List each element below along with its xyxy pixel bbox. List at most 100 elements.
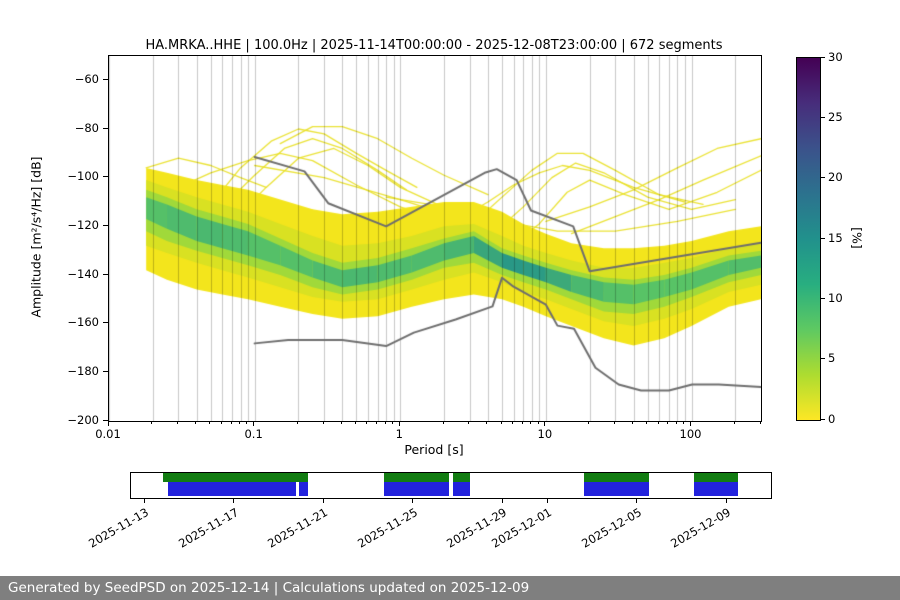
x-minor-tick-mark	[657, 421, 659, 424]
x-minor-tick-mark	[220, 421, 222, 424]
x-minor-tick-mark	[500, 421, 502, 424]
x-minor-tick-mark	[230, 421, 232, 424]
timeline-green-segment	[584, 473, 650, 482]
timeline-tick-mark	[322, 499, 324, 503]
colorbar-tick-label: 5	[828, 351, 836, 366]
x-minor-tick-mark	[521, 421, 523, 424]
colorbar-tick-mark	[821, 237, 825, 239]
colorbar-tick-mark	[821, 297, 825, 299]
x-tick-mark	[544, 421, 546, 426]
y-tick-mark	[103, 78, 108, 80]
colorbar-tick-label: 30	[828, 49, 843, 64]
x-minor-tick-mark	[675, 421, 677, 424]
x-tick-label: 100	[679, 427, 702, 441]
timeline-green-segment	[383, 473, 450, 482]
colorbar-tick-mark	[821, 116, 825, 118]
y-tick-label: −120	[67, 217, 99, 232]
timeline-blue-segment	[383, 482, 450, 496]
y-tick-mark	[103, 127, 108, 129]
colorbar-tick-label: 10	[828, 290, 843, 305]
colorbar-gradient	[797, 58, 820, 420]
timeline-tick-mark	[546, 499, 548, 503]
x-tick-mark	[253, 421, 255, 426]
x-tick-label: 0.01	[95, 427, 121, 441]
timeline-green-segment	[163, 473, 309, 482]
y-tick-label: −200	[67, 412, 99, 427]
timeline-blue-segment	[452, 482, 471, 496]
y-tick-mark	[103, 370, 108, 372]
colorbar-tick-label: 15	[828, 230, 843, 245]
x-minor-tick-mark	[195, 421, 197, 424]
y-tick-label: −80	[74, 120, 99, 135]
x-minor-tick-mark	[296, 421, 298, 424]
y-tick-label: −100	[67, 169, 99, 184]
y-tick-label: −160	[67, 315, 99, 330]
colorbar-label: [%]	[849, 227, 865, 249]
timeline-date-label: 2025-11-13	[86, 505, 152, 551]
x-tick-label: 10	[537, 427, 553, 441]
timeline-green-segment	[452, 473, 471, 482]
y-tick-label: −180	[67, 363, 99, 378]
x-tick-mark	[690, 421, 692, 426]
colorbar-tick-mark	[821, 418, 825, 420]
y-tick-mark	[103, 273, 108, 275]
x-tick-label: 1	[395, 427, 403, 441]
ppsd-canvas	[109, 56, 761, 421]
x-minor-tick-mark	[246, 421, 248, 424]
y-tick-mark	[103, 419, 108, 421]
colorbar	[796, 57, 821, 421]
x-minor-tick-mark	[512, 421, 514, 424]
timeline-tick-mark	[412, 499, 414, 503]
y-tick-label: −60	[74, 71, 99, 86]
y-tick-mark	[103, 224, 108, 226]
colorbar-tick-mark	[821, 56, 825, 58]
colorbar-tick-label: 0	[828, 411, 836, 426]
timeline-date-label: 2025-12-05	[578, 505, 644, 551]
y-tick-mark	[103, 176, 108, 178]
timeline-bar	[130, 472, 772, 499]
x-tick-mark	[398, 421, 400, 426]
timeline-tick-mark	[143, 499, 145, 503]
y-axis-label: Amplitude [m²/s⁴/Hz] [dB]	[28, 156, 44, 318]
plot-title: HA.MRKA..HHE | 100.0Hz | 2025-11-14T00:0…	[145, 38, 723, 53]
x-minor-tick-mark	[354, 421, 356, 424]
plot-area	[108, 55, 762, 422]
timeline-date-label: 2025-11-21	[265, 505, 331, 551]
x-axis-label: Period [s]	[404, 442, 464, 457]
timeline-tick-mark	[233, 499, 235, 503]
colorbar-tick-label: 25	[828, 109, 843, 124]
x-minor-tick-mark	[683, 421, 685, 424]
x-minor-tick-mark	[376, 421, 378, 424]
x-minor-tick-mark	[530, 421, 532, 424]
x-minor-tick-mark	[486, 421, 488, 424]
x-tick-label: 0.1	[244, 427, 263, 441]
footer-bar: Generated by SeedPSD on 2025-12-14 | Cal…	[0, 576, 900, 600]
x-minor-tick-mark	[733, 421, 735, 424]
x-minor-tick-mark	[468, 421, 470, 424]
x-minor-tick-mark	[366, 421, 368, 424]
x-minor-tick-mark	[632, 421, 634, 424]
timeline-green-segment	[694, 473, 739, 482]
timeline-blue-segment	[694, 482, 739, 496]
timeline-date-label: 2025-12-01	[489, 505, 555, 551]
colorbar-tick-mark	[821, 177, 825, 179]
x-minor-tick-mark	[667, 421, 669, 424]
timeline-date-label: 2025-11-25	[354, 505, 420, 551]
y-tick-mark	[103, 322, 108, 324]
timeline-blue-segment	[584, 482, 650, 496]
x-minor-tick-mark	[442, 421, 444, 424]
timeline-tick-mark	[501, 499, 503, 503]
footer-text: Generated by SeedPSD on 2025-12-14 | Cal…	[8, 580, 530, 596]
x-minor-tick-mark	[209, 421, 211, 424]
timeline-blue-segment	[298, 482, 309, 496]
timeline-blue-segment	[168, 482, 297, 496]
x-minor-tick-mark	[646, 421, 648, 424]
timeline-date-label: 2025-11-17	[175, 505, 241, 551]
colorbar-tick-mark	[821, 358, 825, 360]
y-tick-label: −140	[67, 266, 99, 281]
x-minor-tick-mark	[176, 421, 178, 424]
x-minor-tick-mark	[340, 421, 342, 424]
x-minor-tick-mark	[322, 421, 324, 424]
x-minor-tick-mark	[151, 421, 153, 424]
